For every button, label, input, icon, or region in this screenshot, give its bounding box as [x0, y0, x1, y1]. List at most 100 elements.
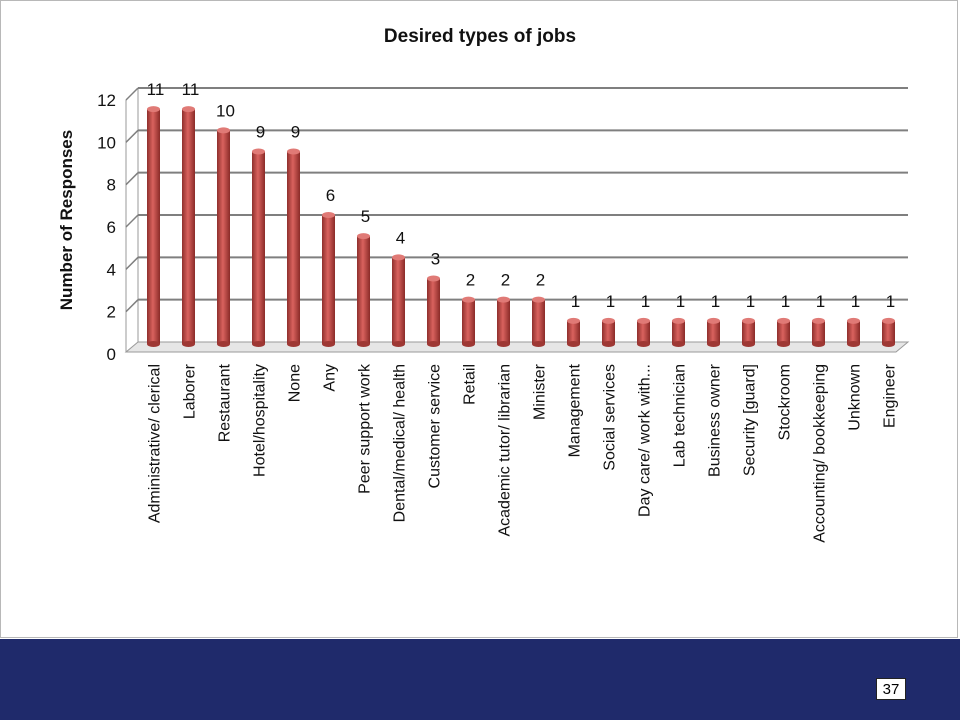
- y-tick-label: 8: [107, 176, 116, 195]
- bar: [322, 215, 335, 344]
- y-tick-label: 0: [107, 345, 116, 364]
- y-tick-label: 4: [107, 260, 116, 279]
- bar-top: [672, 317, 685, 324]
- bar-top: [777, 317, 790, 324]
- bar: [357, 236, 370, 344]
- x-tick-label: Lab technician: [672, 364, 689, 467]
- data-label: 1: [676, 292, 685, 311]
- y-tick-label: 12: [97, 91, 116, 110]
- data-label: 6: [326, 186, 335, 205]
- x-tick-label: Minister: [532, 363, 549, 420]
- x-tick-label: Retail: [462, 364, 479, 405]
- gridline-depth: [125, 87, 139, 101]
- x-tick-label: Restaurant: [217, 363, 234, 442]
- y-tick-label: 2: [107, 303, 116, 322]
- data-label: 11: [182, 80, 200, 99]
- bar-top: [287, 148, 300, 155]
- y-axis-label: Number of Responses: [57, 130, 76, 310]
- bar-base: [672, 341, 685, 347]
- page-number: 37: [876, 678, 906, 700]
- x-tick-label: Hotel/hospitality: [252, 364, 269, 477]
- bar: [707, 320, 720, 344]
- bar-top: [217, 127, 230, 134]
- bar-top: [252, 148, 265, 155]
- plot-floor-surface: [124, 341, 910, 353]
- bars: [147, 106, 895, 347]
- bar-base: [392, 341, 405, 347]
- bar: [567, 320, 580, 344]
- gridlines: [125, 87, 908, 313]
- bar-base: [707, 341, 720, 347]
- x-tick-label: Management: [567, 363, 584, 457]
- bar: [742, 320, 755, 344]
- bar-base: [217, 341, 230, 347]
- bar-top: [357, 233, 370, 240]
- x-tick-label: Dental/medical/ health: [392, 364, 409, 522]
- x-axis-ticks: Administrative/ clerical Laborer Restauran…: [147, 363, 899, 543]
- bar: [392, 257, 405, 344]
- x-tick-label: Administrative/ clerical: [147, 364, 164, 523]
- bar-top: [427, 275, 440, 282]
- footer-band: [0, 639, 960, 720]
- bar-base: [147, 341, 160, 347]
- bar-base: [532, 341, 545, 347]
- bar: [602, 320, 615, 344]
- bar-top: [462, 296, 475, 303]
- bar-top: [602, 317, 615, 324]
- gridline-depth: [125, 129, 139, 143]
- bar: [672, 320, 685, 344]
- x-tick-label: Engineer: [882, 363, 899, 428]
- plot-floor: [124, 88, 910, 353]
- bar-base: [427, 341, 440, 347]
- y-tick-label: 6: [107, 218, 116, 237]
- bar: [847, 320, 860, 344]
- x-tick-label: Laborer: [182, 363, 199, 419]
- bar-base: [462, 341, 475, 347]
- data-label: 2: [466, 271, 475, 290]
- y-axis-ticks: 0 2 4 6 8 10 12: [97, 91, 116, 364]
- bar-top: [567, 317, 580, 324]
- data-label: 9: [291, 123, 300, 142]
- data-label: 1: [606, 292, 615, 311]
- bar-base: [322, 341, 335, 347]
- data-label: 1: [886, 292, 895, 311]
- x-tick-label: Academic tutor/ librarian: [497, 364, 514, 537]
- x-tick-label: Peer support work: [357, 363, 374, 494]
- data-label: 1: [816, 292, 825, 311]
- y-tick-label: 10: [97, 133, 116, 152]
- bar-top: [322, 212, 335, 218]
- bar-base: [602, 341, 615, 347]
- bar-base: [567, 341, 580, 347]
- data-label: 11: [147, 80, 165, 99]
- bar-base: [812, 341, 825, 347]
- bar-top: [497, 296, 510, 303]
- x-tick-label: Any: [322, 364, 339, 392]
- x-tick-label: Accounting/ bookkeeping: [812, 364, 829, 543]
- bar-top: [847, 317, 860, 324]
- bar: [532, 299, 545, 344]
- data-label: 2: [536, 271, 545, 290]
- bar-base: [882, 341, 895, 347]
- gridline-depth: [125, 299, 139, 313]
- data-label: 1: [641, 292, 650, 311]
- x-tick-label: Day care/ work with...: [637, 364, 654, 517]
- bar-base: [287, 341, 300, 347]
- data-label: 9: [256, 123, 265, 142]
- bar-top: [182, 106, 195, 113]
- bar-base: [497, 341, 510, 347]
- data-label: 3: [431, 250, 440, 269]
- bar: [427, 278, 440, 344]
- gridline-depth: [125, 256, 139, 270]
- data-label: 10: [216, 101, 235, 120]
- gridline-depth: [125, 214, 139, 228]
- bar: [777, 320, 790, 344]
- bar: [497, 299, 510, 344]
- bar: [182, 109, 195, 345]
- bar-top: [882, 317, 895, 324]
- bar-top: [707, 317, 720, 324]
- x-tick-label: Social services: [602, 364, 619, 471]
- data-label: 1: [746, 292, 755, 311]
- x-tick-label: Unknown: [847, 364, 864, 431]
- bar-top: [742, 317, 755, 324]
